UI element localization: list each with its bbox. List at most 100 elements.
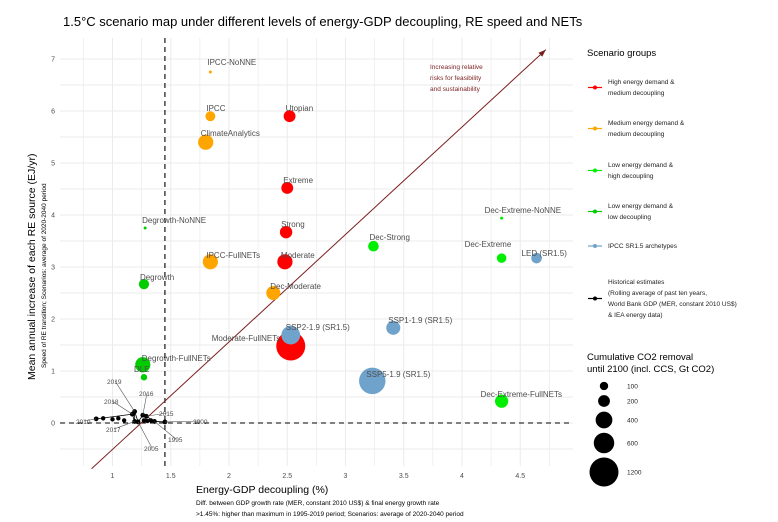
scenario-point	[143, 226, 147, 230]
historical-leader	[113, 421, 135, 430]
scenario-label: Moderate	[281, 251, 315, 260]
scenario-label: IPCC-NoNNE	[207, 58, 256, 67]
historical-label: 2015	[159, 411, 174, 418]
scenario-label: Utopian	[286, 104, 314, 113]
size-legend-label: 1200	[627, 470, 642, 477]
historical-leader	[164, 420, 202, 423]
scenario-point	[531, 252, 542, 264]
scenario-label: Degrowth-NoNNE	[142, 216, 206, 225]
legend-key-point	[593, 126, 597, 131]
y-axis-subtitle: Speed of RE transition; Scenarios: avera…	[41, 183, 48, 368]
historical-label: 2019	[107, 379, 122, 386]
legend-title: Scenario groups	[587, 48, 656, 59]
scenario-point	[266, 285, 281, 301]
historical-leader	[142, 392, 148, 416]
scenario-label: SSP1-1.9 (SR1.5)	[388, 316, 452, 325]
grid	[60, 38, 573, 466]
historical-point	[121, 418, 127, 423]
historical-point	[132, 419, 138, 424]
y-tick-label: 7	[51, 57, 55, 64]
x-tick-label: 2	[227, 473, 231, 480]
scenario-point	[496, 253, 507, 263]
y-tick-label: 3	[51, 265, 55, 272]
historical-leader	[146, 412, 168, 417]
scenario-label: Dec-Strong	[369, 233, 409, 242]
legend-key-point	[593, 209, 597, 214]
reference-lines	[60, 38, 573, 466]
size-legend-circle	[589, 457, 619, 487]
scenario-point	[283, 110, 296, 123]
size-legend-circle	[599, 381, 609, 391]
risk-annotation: Increasing relative risks for feasibility…	[430, 64, 483, 93]
x-tick-label: 1	[111, 473, 115, 480]
legend-label: High energy demand &	[608, 79, 675, 86]
chart-title: 1.5°C scenario map under different level…	[63, 14, 583, 29]
annotation-line: and sustainability	[430, 86, 481, 93]
historical-point	[110, 417, 115, 422]
scenario-label: LED (SR1.5)	[522, 249, 568, 258]
legend-label: Medium energy demand &	[608, 120, 685, 127]
size-legend-label: 600	[627, 441, 638, 448]
historical-leader	[137, 421, 153, 449]
legend-label: medium decoupling	[608, 131, 665, 138]
size-legend-title: Cumulative CO2 removal	[587, 352, 693, 363]
legend-label: & IEA energy data)	[608, 312, 663, 319]
legend-label: World Bank GDP (MER, constant 2010 US$)	[608, 301, 737, 308]
scenario-point	[494, 394, 509, 408]
annotation-line: risks for feasibility	[430, 75, 482, 82]
historical-point	[141, 418, 147, 423]
historical-point	[132, 409, 138, 414]
scenario-point	[140, 373, 148, 381]
scenario-label: Dec-Extreme	[465, 240, 512, 249]
legend-key-point	[593, 168, 597, 173]
y-tick-label: 2	[51, 317, 55, 324]
scenario-label: ClimateAnalytics	[201, 129, 260, 138]
historical-label: 2016	[139, 391, 154, 398]
historical-label: 2010	[76, 419, 91, 426]
scenario-point	[138, 279, 150, 290]
scenario-point	[359, 367, 386, 395]
arrow-line	[91, 49, 547, 470]
scenario-label: Strong	[281, 220, 305, 229]
scenario-point	[500, 216, 504, 220]
scenario-label: IPCC-FullNETs	[206, 251, 260, 260]
size-legend-circle	[593, 432, 615, 454]
y-tick-label: 1	[51, 369, 55, 376]
historical-series: 1995 2000 2005 2010 2015 2016 2017 2018 2019	[76, 379, 208, 453]
y-tick-label: 6	[51, 109, 55, 116]
historical-leader	[114, 380, 135, 412]
y-axis-title: Mean annual increase of each RE source (…	[26, 154, 38, 380]
size-legend-label: 200	[627, 399, 638, 406]
risk-arrow	[91, 49, 547, 470]
scenario-point	[202, 254, 218, 270]
scenario-point	[208, 70, 212, 74]
legend-label: IPCC SR1.5 archetypes	[608, 243, 678, 250]
legend-label: low decoupling	[608, 214, 651, 221]
legend-label: Low energy demand &	[608, 203, 674, 210]
historical-label: 2005	[144, 446, 159, 453]
x-axis-subtitle-1: Diff. between GDP growth rate (MER, cons…	[196, 500, 440, 507]
size-legend-label: 400	[627, 418, 638, 425]
legend-key-point	[593, 244, 597, 248]
historical-leader	[111, 400, 133, 415]
scenario-label: SSP5-1.9 (SR1.5)	[366, 370, 430, 379]
scenario-point	[135, 357, 151, 373]
scenario-point	[368, 240, 379, 252]
historical-label: 1995	[168, 437, 183, 444]
x-tick-label: 4	[460, 473, 464, 480]
y-tick-label: 5	[51, 161, 55, 168]
legend-label: medium decoupling	[608, 90, 665, 97]
scenario-point	[198, 134, 214, 150]
scenario-label: Moderate-FullNETs	[212, 334, 280, 343]
historical-leader	[154, 421, 177, 440]
arrow-head	[538, 49, 546, 57]
x-tick-labels: 1 1.5 2 2.5 3 3.5 4 4.5	[111, 473, 526, 480]
scenario-label: Dec-Moderate	[270, 282, 321, 291]
y-tick-label: 0	[51, 421, 55, 428]
scenario-label: Degrowth-FullNETs	[142, 354, 211, 363]
scenario-label: Dec-Extreme-NoNNE	[485, 206, 561, 215]
scenario-point	[277, 254, 293, 270]
scenario-point	[205, 111, 216, 122]
